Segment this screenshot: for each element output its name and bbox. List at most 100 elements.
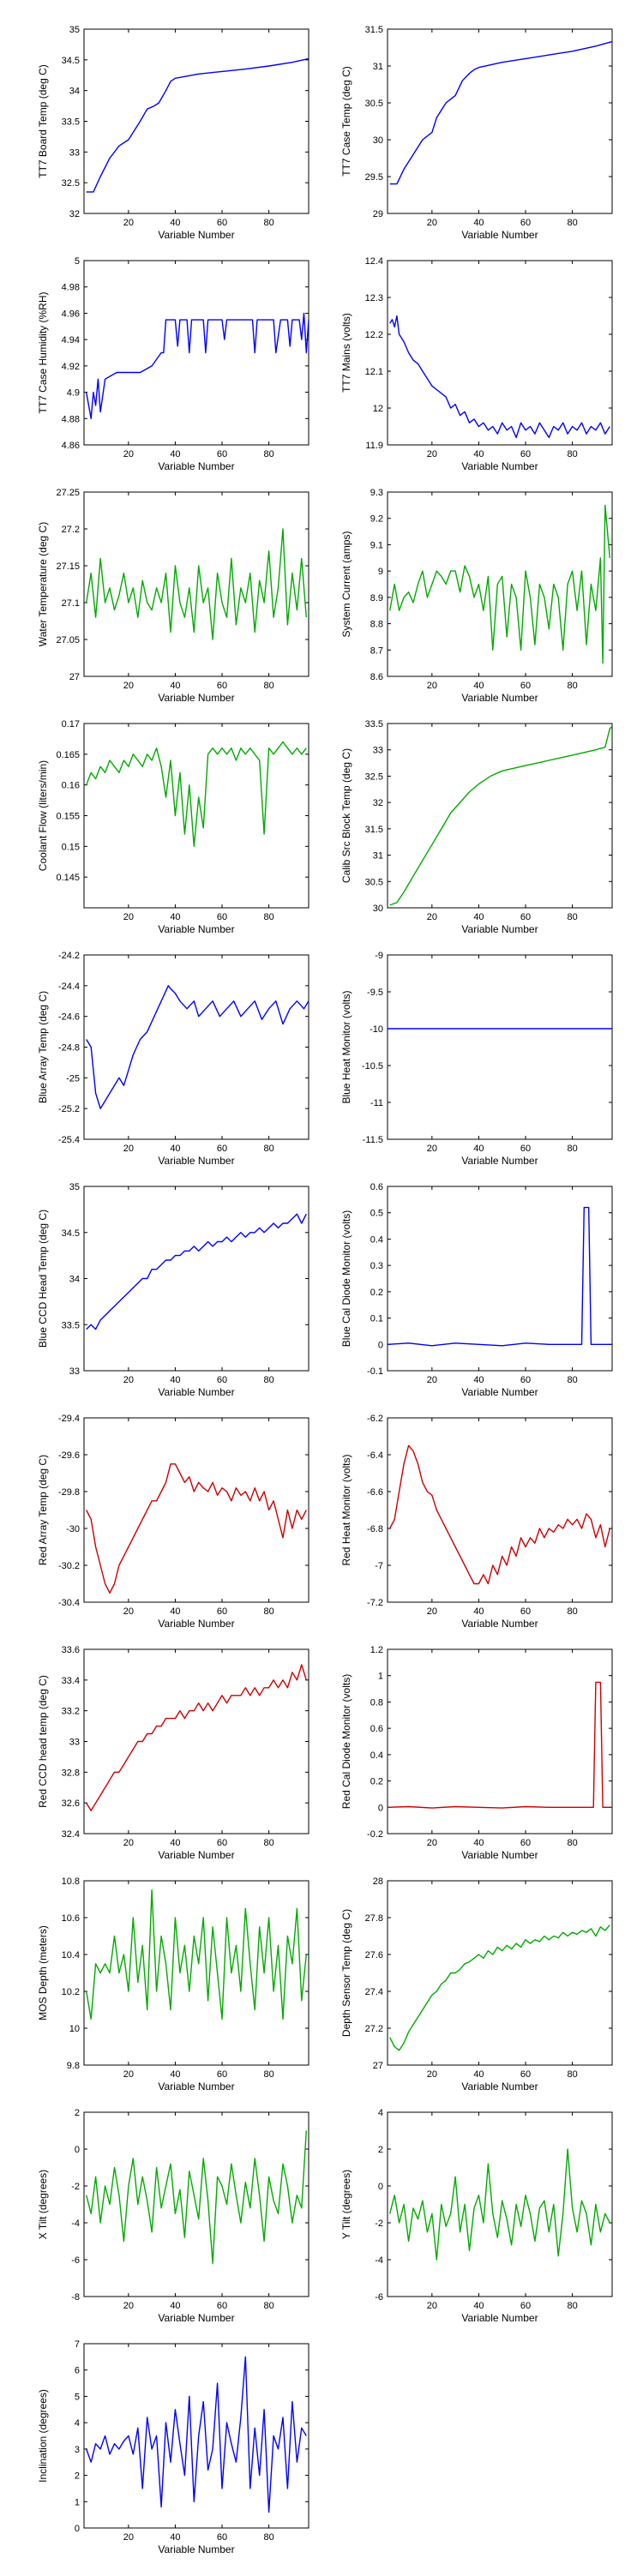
x-axis-label: Variable Number [461, 460, 538, 472]
y-tick-label: 27 [69, 672, 80, 682]
y-tick-label: -30.4 [58, 1598, 80, 1608]
y-axis-label: System Current (amps) [340, 531, 352, 637]
x-tick-label: 40 [473, 1838, 484, 1848]
chart-panel: 20 40 60 80 -7.2 -7 -6.8 -6.6 -6.4 -6.2 Variable N… [340, 1414, 613, 1630]
y-tick-label: 0.8 [370, 1697, 383, 1708]
y-tick-label: -30.2 [58, 1561, 80, 1571]
x-tick-label: 60 [520, 2301, 531, 2311]
y-tick-label: 0.155 [56, 812, 80, 822]
y-tick-label: 27.1 [62, 598, 80, 609]
y-tick-label: -2 [71, 2182, 80, 2192]
y-tick-label: 33 [69, 147, 80, 158]
x-tick-label: 20 [123, 218, 134, 228]
x-tick-label: 20 [123, 1375, 134, 1385]
x-tick-label: 80 [567, 1144, 577, 1154]
y-axis-label: Water Temperature (deg C) [37, 522, 49, 646]
x-tick-label: 60 [217, 2069, 227, 2080]
y-tick-label: -2 [375, 2219, 383, 2229]
x-tick-label: 80 [263, 681, 273, 691]
x-axis-label: Variable Number [158, 1386, 234, 1398]
x-tick-label: 60 [217, 218, 227, 228]
chart-panel: 20 40 60 80 32 32.5 33 33.5 34 34.5 35 Variable Num… [37, 25, 309, 241]
x-tick-label: 80 [567, 218, 577, 228]
chart-panel: 20 40 60 80 -25.4 -25.2 -25 -24.8 -24.6 -24.4 -24.… [37, 951, 309, 1167]
y-axis-label: Blue Heat Monitor (volts) [340, 990, 352, 1103]
series-line [387, 1681, 612, 1809]
y-axis-label: Inclination (degrees) [37, 2389, 49, 2483]
x-tick-label: 20 [123, 2069, 134, 2080]
y-tick-label: 0.4 [370, 1234, 383, 1245]
y-tick-label: 33.6 [62, 1645, 80, 1655]
y-axis-label: Blue CCD Head Temp (deg C) [37, 1210, 49, 1348]
x-tick-label: 40 [170, 1375, 180, 1385]
y-tick-label: 4.92 [62, 362, 80, 372]
series-line [86, 741, 307, 847]
y-tick-label: 10.6 [62, 1913, 80, 1924]
x-tick-label: 40 [170, 218, 180, 228]
x-tick-label: 20 [427, 2301, 437, 2311]
series-line [389, 725, 613, 906]
y-tick-label: 0.16 [62, 781, 80, 791]
x-tick-label: 80 [567, 1838, 577, 1848]
y-tick-label: -29.8 [58, 1487, 80, 1498]
x-tick-label: 60 [520, 1838, 531, 1848]
y-axis-label: Coolant Flow (liters/min) [37, 760, 49, 871]
y-tick-label: 34.5 [62, 1228, 80, 1239]
x-axis-label: Variable Number [158, 2312, 234, 2324]
x-axis-label: Variable Number [461, 2081, 538, 2093]
y-tick-label: 0.15 [62, 842, 80, 852]
y-tick-label: -9 [375, 951, 383, 961]
y-tick-label: 30.5 [365, 877, 383, 887]
chart-panel: 20 40 60 80 4.86 4.88 4.9 4.92 4.94 4.96 4.98 5 Vari… [37, 256, 309, 472]
y-tick-label: 33.4 [62, 1676, 80, 1686]
x-axis-label: Variable Number [461, 2312, 538, 2324]
y-axis-label: Red Cal Diode Monitor (volts) [340, 1674, 352, 1809]
y-tick-label: 32.5 [365, 772, 383, 782]
chart-panel: 20 40 60 80 8.6 8.7 8.8 8.9 9 9.1 9.2 9.3 Variable N… [340, 488, 613, 704]
y-tick-label: 1 [75, 2497, 80, 2507]
y-tick-label: 34 [69, 87, 80, 97]
y-tick-label: 0.2 [370, 1777, 383, 1787]
x-axis-label: Variable Number [158, 229, 234, 241]
x-tick-label: 60 [217, 2532, 227, 2543]
x-tick-label: 20 [123, 1606, 134, 1617]
y-tick-label: 5 [75, 2392, 80, 2402]
x-axis-label: Variable Number [158, 1155, 234, 1167]
y-tick-label: 7 [75, 2339, 80, 2350]
x-tick-label: 60 [520, 218, 531, 228]
x-tick-label: 20 [123, 1144, 134, 1154]
x-tick-label: 40 [170, 2532, 180, 2543]
chart-panel: 20 40 60 80 0.145 0.15 0.155 0.16 0.165 0.17 Varia… [37, 719, 309, 935]
chart-panel: 20 40 60 80 29 29.5 30 30.5 31 31.5 Variable Numbe… [340, 25, 613, 241]
y-tick-label: 27.6 [365, 1950, 383, 1961]
x-tick-label: 40 [170, 449, 180, 459]
x-tick-label: 20 [123, 1838, 134, 1848]
x-tick-label: 60 [520, 1606, 531, 1617]
y-axis-label: Blue Cal Diode Monitor (volts) [340, 1210, 352, 1347]
x-tick-label: 40 [473, 218, 484, 228]
y-tick-label: 8.6 [370, 672, 383, 682]
y-tick-label: 29.5 [365, 172, 383, 183]
y-tick-label: 35 [69, 25, 80, 35]
plot-frame [83, 260, 309, 446]
x-tick-label: 60 [217, 1144, 227, 1154]
y-tick-label: 31.5 [365, 25, 383, 35]
x-tick-label: 80 [263, 2069, 273, 2080]
y-tick-label: 32.4 [62, 1829, 80, 1840]
x-tick-label: 40 [170, 2301, 180, 2311]
x-axis-label: Variable Number [158, 1849, 234, 1861]
y-tick-label: 4.86 [62, 441, 80, 451]
x-tick-label: 80 [263, 1838, 273, 1848]
series-line [389, 315, 610, 439]
y-tick-label: 0 [378, 2182, 383, 2192]
plot-frame [387, 723, 613, 909]
y-tick-label: -6.6 [367, 1487, 383, 1498]
x-tick-label: 20 [123, 681, 134, 691]
y-tick-label: 31.5 [365, 825, 383, 835]
chart-panel: 20 40 60 80 -6 -4 -2 0 2 4 Variable Number Y Tilt (… [340, 2108, 613, 2324]
y-tick-label: -30 [66, 1524, 80, 1534]
series-line [86, 1664, 307, 1811]
x-tick-label: 60 [217, 1606, 227, 1617]
x-tick-label: 80 [567, 449, 577, 459]
